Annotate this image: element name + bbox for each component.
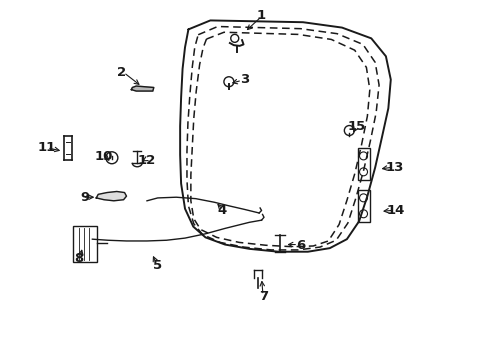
Text: 8: 8 [74, 252, 83, 265]
Text: 14: 14 [386, 204, 404, 217]
Text: 7: 7 [259, 290, 268, 303]
Bar [357, 148, 369, 180]
Text: 9: 9 [80, 192, 89, 204]
Polygon shape [131, 86, 154, 91]
Text: 10: 10 [95, 150, 113, 163]
Text: 11: 11 [38, 141, 56, 154]
Text: 4: 4 [218, 204, 227, 217]
Text: 3: 3 [240, 73, 248, 86]
Text: 6: 6 [295, 239, 305, 252]
Text: 5: 5 [153, 259, 162, 272]
Polygon shape [96, 192, 126, 201]
Text: 12: 12 [138, 154, 156, 167]
Text: 1: 1 [257, 9, 265, 22]
Bar [73, 226, 97, 262]
Text: 2: 2 [117, 66, 126, 79]
Bar [357, 190, 369, 222]
Text: 13: 13 [385, 161, 403, 174]
Text: 15: 15 [347, 121, 365, 134]
